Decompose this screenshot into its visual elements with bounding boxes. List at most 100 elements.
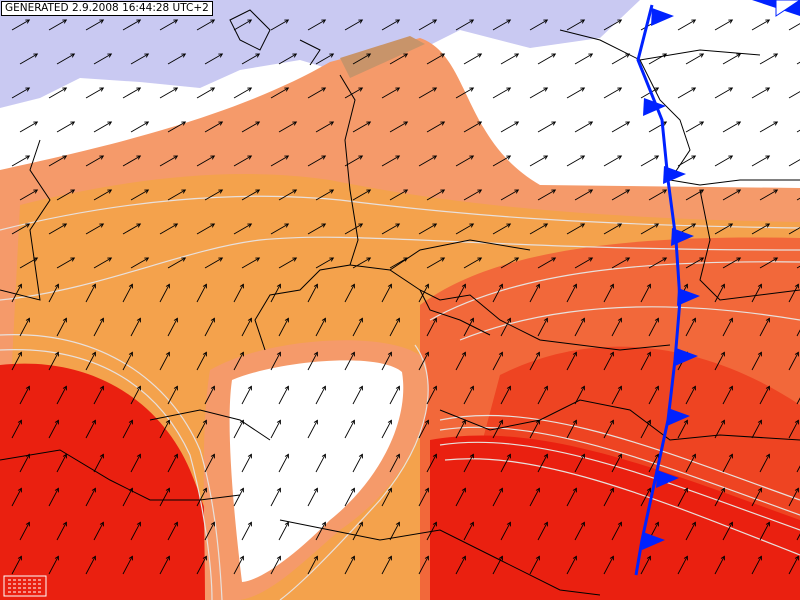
wind-arrow <box>307 420 318 439</box>
wind-arrow <box>233 19 252 31</box>
wind-arrow-head <box>395 155 401 160</box>
wind-arrow-head <box>62 317 67 323</box>
wind-arrow-head <box>617 521 622 527</box>
wind-arrow <box>11 87 30 99</box>
wind-arrow <box>455 556 466 575</box>
wind-arrow <box>48 556 59 575</box>
wind-arrow-head <box>99 87 105 92</box>
wind-arrow-head <box>572 419 577 425</box>
wind-arrow-head <box>580 521 585 527</box>
wind-arrow <box>130 522 141 541</box>
wind-arrow-head <box>728 87 734 92</box>
wind-arrow-head <box>654 453 659 459</box>
wind-arrow-head <box>313 351 318 357</box>
wind-arrow-head <box>247 155 253 160</box>
wind-arrow-head <box>506 155 512 160</box>
wind-arrow-head <box>498 419 503 425</box>
wind-arrow-head <box>654 521 659 527</box>
wind-arrow <box>500 522 511 541</box>
wind-arrow <box>48 420 59 439</box>
wind-arrow-head <box>284 155 290 160</box>
wind-arrow <box>418 352 429 371</box>
wind-arrow-head <box>609 351 614 357</box>
wind-arrow-head <box>535 419 540 425</box>
wind-arrow <box>344 420 355 439</box>
wind-arrow-head <box>173 385 178 391</box>
wind-arrow <box>722 386 733 405</box>
wind-arrow-head <box>514 53 520 58</box>
wind-arrow <box>307 19 326 31</box>
wind-arrow-head <box>91 419 96 425</box>
wind-arrow-head <box>572 351 577 357</box>
wind-arrow <box>648 189 667 201</box>
wind-arrow-head <box>424 555 429 561</box>
wind-arrow <box>788 23 800 31</box>
wind-arrow <box>19 121 38 133</box>
wind-arrow-head <box>181 257 187 262</box>
wind-arrow <box>381 556 392 575</box>
wind-arrow-head <box>691 223 697 228</box>
wind-arrow <box>640 556 651 575</box>
wind-arrow-head <box>210 453 215 459</box>
wind-arrow-head <box>313 283 318 289</box>
wind-arrow <box>307 87 326 99</box>
wind-arrow <box>529 223 548 235</box>
wind-arrow <box>196 488 207 507</box>
wind-arrow-head <box>218 189 224 194</box>
wind-arrow <box>603 488 614 507</box>
wind-arrow <box>93 454 104 473</box>
wind-arrow-head <box>292 121 298 126</box>
wind-arrow-head <box>654 87 660 92</box>
wind-arrow <box>603 556 614 575</box>
wind-arrow <box>167 386 178 405</box>
wind-arrow-head <box>625 257 631 262</box>
wind-arrow <box>204 189 223 201</box>
wind-arrow-head <box>765 385 770 391</box>
wind-arrow <box>751 223 770 235</box>
wind-arrow <box>352 121 371 133</box>
wind-arrow-head <box>54 419 59 425</box>
wind-arrow-head <box>321 155 327 160</box>
wind-arrow <box>19 522 30 541</box>
wind-arrow-head <box>432 317 437 323</box>
wind-arrow <box>352 189 371 201</box>
legend-box <box>3 575 47 597</box>
wind-arrow <box>463 189 482 201</box>
wind-arrow-head <box>25 317 30 323</box>
wind-arrow <box>278 318 289 337</box>
wind-arrow <box>381 19 400 31</box>
wind-arrow-head <box>432 453 437 459</box>
wind-arrow <box>19 454 30 473</box>
wind-arrow <box>315 257 334 269</box>
wind-arrow-head <box>62 155 68 160</box>
wind-arrow <box>463 386 474 405</box>
wind-arrow-head <box>181 189 187 194</box>
wind-arrow-head <box>284 87 290 92</box>
wind-arrow-head <box>728 453 733 459</box>
wind-arrow-head <box>358 317 363 323</box>
wind-arrow <box>381 352 392 371</box>
wind-arrow <box>389 522 400 541</box>
wind-arrow <box>788 420 799 439</box>
wind-arrow <box>48 223 67 235</box>
wind-arrow-head <box>284 385 289 391</box>
wind-arrow <box>167 53 186 65</box>
wind-arrow <box>677 87 696 99</box>
wind-arrow <box>537 522 548 541</box>
wind-arrow-head <box>321 453 326 459</box>
wind-arrow-head <box>498 351 503 357</box>
wind-arrow <box>315 53 334 65</box>
wind-arrow <box>714 284 725 303</box>
wind-arrow <box>751 284 762 303</box>
wind-arrow-head <box>683 487 688 493</box>
wind-arrow <box>344 284 355 303</box>
wind-arrow <box>566 284 577 303</box>
wind-arrow <box>574 257 593 269</box>
wind-arrow-head <box>646 419 651 425</box>
wind-arrow <box>574 121 593 133</box>
wind-arrow <box>714 87 733 99</box>
wind-arrow <box>315 189 334 201</box>
wind-arrow <box>714 352 725 371</box>
wind-arrow-head <box>736 189 742 194</box>
